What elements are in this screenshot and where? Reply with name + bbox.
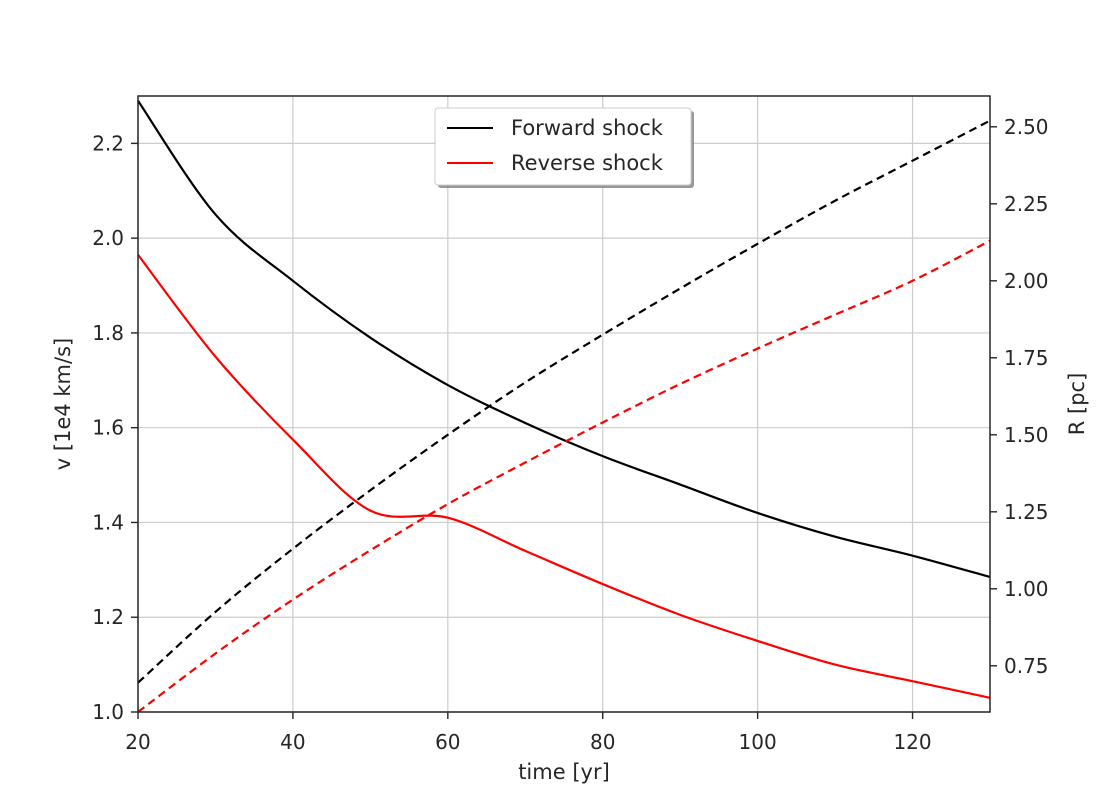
tick-labels: 20 40 60 80 100 120 1.0 1.2 1.4 1.6 1.8 2.0 2.2 0.75 1…: [92, 115, 1048, 754]
legend-label-reverse-shock: Reverse shock: [511, 151, 664, 175]
y-right-tick-label: 1.00: [1004, 577, 1049, 601]
x-tick-label: 40: [280, 730, 305, 754]
forward-shock-line-left: [137, 100, 991, 579]
y-axis-right-title: R [pc]: [1065, 373, 1089, 436]
reverse-shock-line-left: [137, 254, 991, 699]
y-left-tick-label: 1.6: [92, 416, 124, 440]
y-right-tick-label: 2.50: [1004, 115, 1049, 139]
y-left-tick-label: 1.8: [92, 321, 124, 345]
forward-radius-line-right: [137, 119, 991, 684]
x-tick-label: 120: [893, 730, 931, 754]
x-tick-label: 60: [435, 730, 460, 754]
x-tick-label: 100: [739, 730, 777, 754]
y-right-tick-label: 2.25: [1004, 192, 1049, 216]
tick-marks: [131, 126, 997, 719]
grid: [137, 96, 990, 713]
y-left-tick-label: 2.0: [92, 226, 124, 250]
y-right-tick-label: 1.50: [1004, 423, 1049, 447]
legend-box: [434, 107, 692, 186]
y-left-tick-label: 2.2: [92, 131, 124, 155]
y-left-tick-label: 1.4: [92, 510, 124, 534]
x-axis-title: time [yr]: [518, 760, 610, 784]
x-tick-label: 80: [590, 730, 615, 754]
reverse-radius-line-right: [137, 239, 991, 713]
y-right-tick-label: 1.75: [1004, 346, 1049, 370]
y-right-tick-label: 2.00: [1004, 269, 1049, 293]
plot-frame: [137, 95, 991, 713]
y-right-tick-label: 1.25: [1004, 500, 1049, 524]
series-lines: [137, 100, 991, 713]
y-left-tick-label: 1.0: [92, 700, 124, 724]
x-tick-label: 20: [125, 730, 150, 754]
legend-label-forward-shock: Forward shock: [511, 116, 664, 140]
y-right-tick-label: 0.75: [1004, 654, 1049, 678]
legend: Forward shock Reverse shock: [434, 107, 694, 188]
y-axis-left-title: v [1e4 km/s]: [51, 338, 75, 470]
y-left-tick-label: 1.2: [92, 605, 124, 629]
